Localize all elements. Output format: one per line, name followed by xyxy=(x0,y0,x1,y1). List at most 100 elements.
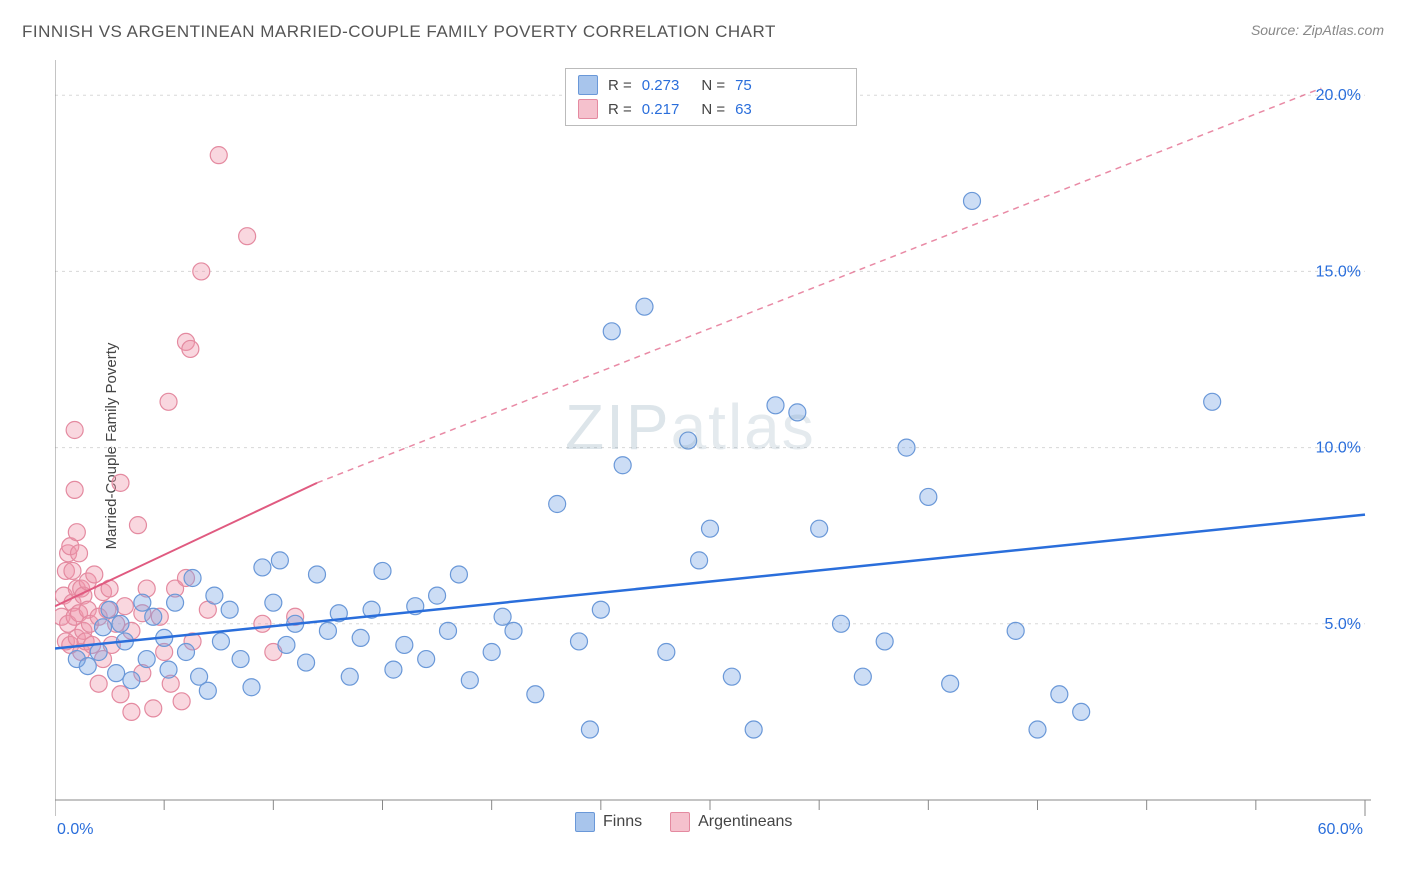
finns-point xyxy=(184,570,201,587)
argentineans-point xyxy=(239,228,256,245)
finns-point xyxy=(789,404,806,421)
stats-row-finns: R =0.273N =75 xyxy=(566,73,856,97)
correlation-stats-box: R = 0.273 N = 75 R = 0.217 N = 63 xyxy=(565,68,857,126)
y-tick-label: 15.0% xyxy=(1316,263,1361,280)
argentineans-point xyxy=(68,524,85,541)
r-label: R = xyxy=(608,101,632,118)
finns-point xyxy=(199,682,216,699)
finns-point xyxy=(278,636,295,653)
finns-point xyxy=(101,601,118,618)
finns-point xyxy=(571,633,588,650)
argentineans-point xyxy=(66,481,83,498)
finns-point xyxy=(271,552,288,569)
finns-point xyxy=(90,644,107,661)
finns-point xyxy=(429,587,446,604)
finns-point xyxy=(964,192,981,209)
finns-point xyxy=(138,651,155,668)
finns-point xyxy=(254,559,271,576)
finns-point xyxy=(581,721,598,738)
argentineans-point xyxy=(145,700,162,717)
x-tick-label: 60.0% xyxy=(1318,821,1363,838)
finns-point xyxy=(319,622,336,639)
finns-point xyxy=(658,644,675,661)
argentineans-trendline-solid xyxy=(55,483,317,606)
argentineans-swatch-icon xyxy=(578,99,598,119)
source-credit: Source: ZipAtlas.com xyxy=(1251,22,1384,38)
chart-container: FINNISH VS ARGENTINEAN MARRIED-COUPLE FA… xyxy=(0,0,1406,892)
legend-item-finns: Finns xyxy=(575,812,642,832)
finns-point xyxy=(483,644,500,661)
argentineans-point xyxy=(182,340,199,357)
finns-point xyxy=(309,566,326,583)
legend-item-argentineans: Argentineans xyxy=(670,812,792,832)
finns-point xyxy=(265,594,282,611)
finns-point xyxy=(167,594,184,611)
argentineans-point xyxy=(71,545,88,562)
argentineans-legend-swatch-icon xyxy=(670,812,690,832)
argentineans-point xyxy=(254,615,271,632)
finns-point xyxy=(178,644,195,661)
finns-point xyxy=(691,552,708,569)
argentineans-legend-label: Argentineans xyxy=(698,813,792,831)
finns-point xyxy=(385,661,402,678)
finns-point xyxy=(1007,622,1024,639)
x-tick-label: 0.0% xyxy=(57,821,93,838)
finns-point xyxy=(1029,721,1046,738)
finns-point xyxy=(1051,686,1068,703)
finns-point xyxy=(221,601,238,618)
y-tick-label: 20.0% xyxy=(1316,87,1361,104)
argentineans-point xyxy=(90,675,107,692)
finns-point xyxy=(811,520,828,537)
finns-point xyxy=(702,520,719,537)
finns-point xyxy=(767,397,784,414)
finns-point xyxy=(745,721,762,738)
finns-point xyxy=(450,566,467,583)
finns-point xyxy=(352,629,369,646)
argentineans-point xyxy=(160,393,177,410)
r-label: R = xyxy=(608,77,632,94)
argentineans-point xyxy=(112,686,129,703)
finns-point xyxy=(134,594,151,611)
finns-point xyxy=(243,679,260,696)
finns-point xyxy=(232,651,249,668)
finns-point xyxy=(854,668,871,685)
argentineans-point xyxy=(64,562,81,579)
series-legend: Finns Argentineans xyxy=(575,812,792,832)
finns-point xyxy=(636,298,653,315)
finns-point xyxy=(212,633,229,650)
argentineans-point xyxy=(173,693,190,710)
finns-point xyxy=(79,658,96,675)
finns-point xyxy=(95,619,112,636)
n-label: N = xyxy=(701,101,725,118)
finns-point xyxy=(1073,703,1090,720)
argentineans-r-value: 0.217 xyxy=(642,101,680,118)
finns-point xyxy=(298,654,315,671)
finns-point xyxy=(876,633,893,650)
argentineans-trendline-dashed xyxy=(317,88,1321,483)
finns-point xyxy=(341,668,358,685)
argentineans-n-value: 63 xyxy=(735,101,752,118)
finns-legend-swatch-icon xyxy=(575,812,595,832)
finns-n-value: 75 xyxy=(735,77,752,94)
finns-point xyxy=(505,622,522,639)
chart-title: FINNISH VS ARGENTINEAN MARRIED-COUPLE FA… xyxy=(22,22,776,42)
finns-point xyxy=(494,608,511,625)
finns-point xyxy=(108,665,125,682)
finns-point xyxy=(418,651,435,668)
finns-legend-label: Finns xyxy=(603,813,642,831)
finns-point xyxy=(592,601,609,618)
argentineans-point xyxy=(123,703,140,720)
finns-point xyxy=(527,686,544,703)
finns-point xyxy=(680,432,697,449)
argentineans-point xyxy=(86,566,103,583)
finns-point xyxy=(549,496,566,513)
argentineans-point xyxy=(210,147,227,164)
finns-r-value: 0.273 xyxy=(642,77,680,94)
argentineans-point xyxy=(116,598,133,615)
source-label: Source: xyxy=(1251,22,1299,38)
plot-area: 5.0%10.0%15.0%20.0%0.0%60.0% ZIPatlas R … xyxy=(55,60,1375,840)
source-name: ZipAtlas.com xyxy=(1303,22,1384,38)
finns-point xyxy=(603,323,620,340)
stats-row-argentineans: R = 0.217 N = 63 xyxy=(566,97,856,121)
finns-point xyxy=(1204,393,1221,410)
